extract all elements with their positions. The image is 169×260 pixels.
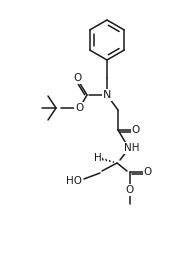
Text: N: N <box>103 90 111 100</box>
Text: O: O <box>75 103 83 113</box>
Text: H: H <box>94 153 102 163</box>
Text: O: O <box>74 73 82 83</box>
Text: O: O <box>126 185 134 195</box>
Text: HO: HO <box>66 176 82 186</box>
Text: O: O <box>144 167 152 177</box>
Text: NH: NH <box>124 143 140 153</box>
Text: O: O <box>132 125 140 135</box>
